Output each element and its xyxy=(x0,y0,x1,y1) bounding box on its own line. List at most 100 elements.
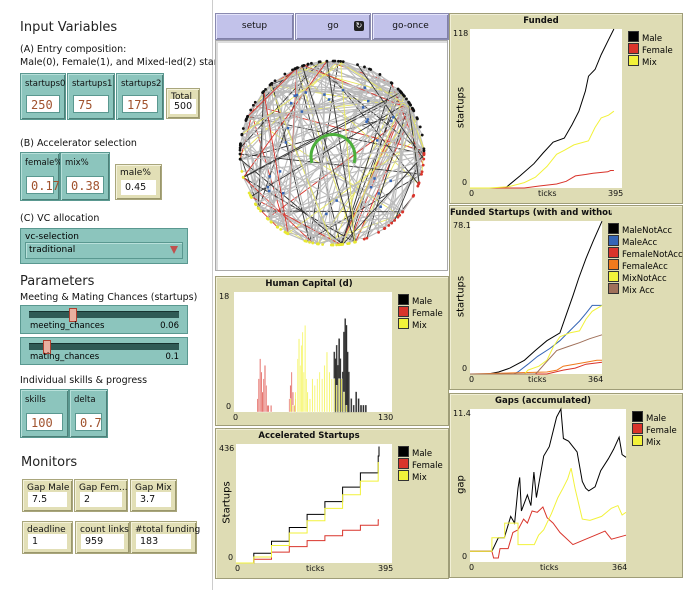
network-node xyxy=(389,179,392,183)
legend-swatch xyxy=(628,31,639,42)
mix-pct-value[interactable]: 0.38 xyxy=(66,176,104,194)
slider-track[interactable] xyxy=(29,343,179,350)
histogram-bar-mix xyxy=(323,365,326,413)
histogram-bar-mix xyxy=(309,398,311,413)
network-node xyxy=(308,240,311,244)
network-link xyxy=(243,177,355,243)
legend-label: Male xyxy=(646,414,667,424)
plot-title: Accelerated Startups xyxy=(258,431,360,441)
startups2-input[interactable]: startups2 175 xyxy=(116,73,164,120)
plot-area xyxy=(470,29,622,188)
series-line-femaleacc xyxy=(469,359,602,375)
legend-swatch xyxy=(398,470,409,481)
histogram-bar-mix xyxy=(335,385,338,413)
network-node xyxy=(285,232,289,235)
legend-item: Male xyxy=(398,446,443,459)
slider-knob[interactable] xyxy=(43,340,52,354)
world-view[interactable] xyxy=(215,40,448,271)
mix-pct-input[interactable]: mix% 0.38 xyxy=(60,152,110,201)
total-value: 500 xyxy=(170,99,196,114)
network-link xyxy=(267,217,340,246)
network-node xyxy=(259,209,262,213)
female-pct-value[interactable]: 0.17 xyxy=(26,176,60,194)
input-variables-heading: Input Variables xyxy=(20,20,118,35)
legend-label: Male xyxy=(412,449,433,459)
dropdown-arrow-icon[interactable] xyxy=(170,246,178,254)
histogram-bar-mix xyxy=(306,391,309,413)
legend-item: MaleNotAcc xyxy=(608,223,683,236)
vc-selection-chooser[interactable]: vc-selection traditional xyxy=(20,228,188,264)
y-min-tick: 0 xyxy=(462,178,468,187)
network-link xyxy=(287,233,307,242)
network-link xyxy=(239,159,243,172)
network-node xyxy=(310,61,313,65)
network-node xyxy=(333,59,337,63)
network-node xyxy=(396,215,400,219)
monitor-value: 959 xyxy=(81,534,124,549)
network-link xyxy=(255,203,314,244)
x-max-tick: 130 xyxy=(378,413,394,422)
legend-swatch xyxy=(608,247,619,258)
female-pct-input[interactable]: female% 0.17 xyxy=(20,152,62,201)
network-link xyxy=(257,91,265,208)
network-node xyxy=(238,157,242,161)
histogram-bar-male xyxy=(360,405,362,413)
delta-value[interactable]: 0.7 xyxy=(75,413,102,431)
legend-swatch xyxy=(398,306,409,317)
go-button[interactable]: go ↻ xyxy=(295,13,371,40)
plot-area xyxy=(236,444,392,563)
skills-input[interactable]: skills 100 xyxy=(20,389,69,438)
network-node xyxy=(363,86,367,89)
network-node xyxy=(361,106,365,109)
go-once-label: go-once xyxy=(392,21,429,31)
histogram-bar-male xyxy=(350,398,353,413)
startups1-value[interactable]: 75 xyxy=(73,95,109,113)
network-node xyxy=(250,196,253,199)
network-node xyxy=(295,93,299,97)
network-link xyxy=(255,91,402,205)
network-link xyxy=(369,68,425,155)
go-once-button[interactable]: go-once xyxy=(372,13,449,40)
network-node xyxy=(365,120,368,123)
slider-knob[interactable] xyxy=(69,308,78,322)
network-node xyxy=(284,141,288,144)
mating-chances-slider[interactable]: mating_chances 0.1 xyxy=(20,337,188,365)
delta-input[interactable]: delta 0.7 xyxy=(69,389,108,438)
network-link xyxy=(240,95,405,160)
legend-swatch xyxy=(398,458,409,469)
skills-value[interactable]: 100 xyxy=(26,413,63,431)
startups0-value[interactable]: 250 xyxy=(26,95,60,113)
monitor-gap-mix: Gap Mix 3.7 xyxy=(130,479,177,512)
network-node xyxy=(396,87,400,91)
startups2-value[interactable]: 175 xyxy=(122,95,158,113)
legend-label: Female xyxy=(646,426,677,436)
vc-selection-dropdown[interactable]: traditional xyxy=(25,242,183,259)
network-link xyxy=(242,91,402,178)
meeting-chances-slider[interactable]: meeting_chances 0.06 xyxy=(20,305,188,334)
network-node xyxy=(412,193,416,197)
legend-swatch xyxy=(632,435,643,446)
legend-label: Mix xyxy=(412,473,427,483)
network-node xyxy=(266,185,270,189)
panel-divider xyxy=(212,0,213,590)
startups1-input[interactable]: startups1 75 xyxy=(67,73,115,120)
monitor-value: 2 xyxy=(80,492,122,507)
plot-legend: Male Female Mix xyxy=(628,31,673,68)
legend-swatch xyxy=(608,235,619,246)
histogram-bar-mix xyxy=(289,398,292,413)
network-node xyxy=(325,212,328,216)
network-link xyxy=(304,102,410,242)
legend-label: Female xyxy=(412,309,443,319)
setup-button[interactable]: setup xyxy=(215,13,294,40)
legend-item: Mix Acc xyxy=(608,283,683,296)
legend-item: Male xyxy=(632,411,677,424)
slider-track[interactable] xyxy=(29,311,179,318)
network-node xyxy=(339,60,342,63)
plot-title: Human Capital (d) xyxy=(265,279,353,289)
series-line-malenotacc xyxy=(470,220,603,375)
histogram-bar-mix xyxy=(333,378,336,413)
forever-loop-icon: ↻ xyxy=(354,21,364,31)
y-min-tick: 0 xyxy=(462,552,468,561)
network-node xyxy=(317,60,321,64)
startups0-input[interactable]: startups0 250 xyxy=(20,73,66,120)
